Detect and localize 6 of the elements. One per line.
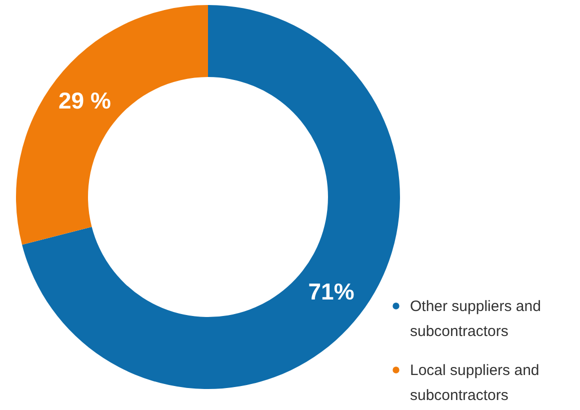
legend-label: Other suppliers and subcontractors: [410, 298, 541, 340]
data-label: 71%: [308, 278, 354, 305]
donut-slice: [16, 5, 208, 245]
data-label: 29 %: [58, 87, 111, 114]
legend-label: Local suppliers and subcontractors: [410, 362, 540, 404]
donut-slice: [22, 5, 400, 389]
